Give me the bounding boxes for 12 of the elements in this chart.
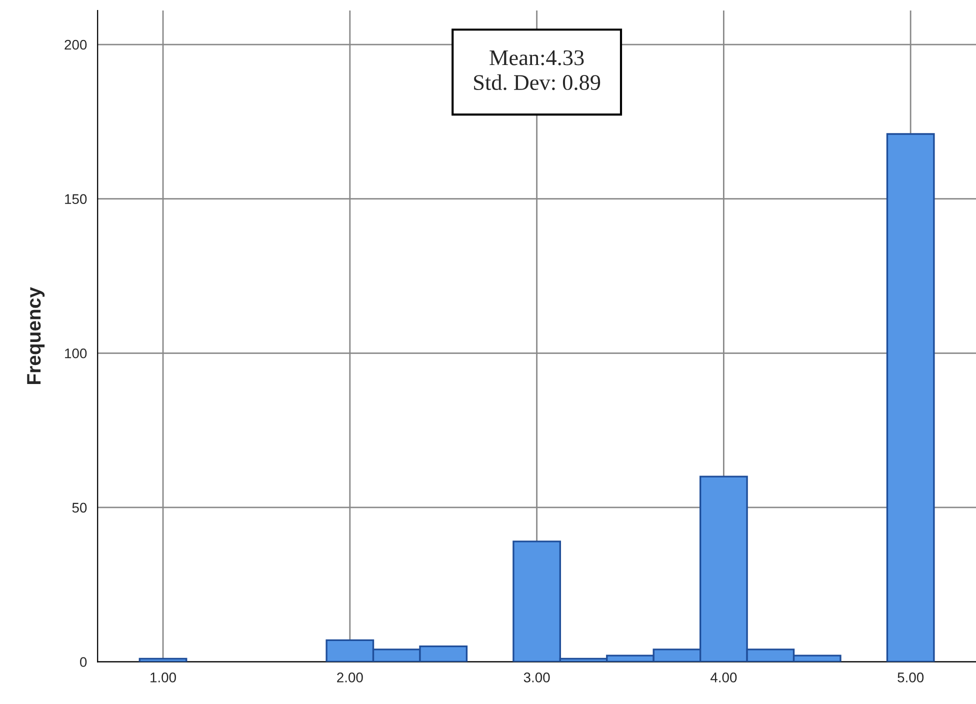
y-tick-label: 100 [65, 348, 87, 358]
x-tick-label: 5.00 [898, 672, 924, 682]
x-tick-label: 2.00 [337, 672, 363, 682]
y-axis-title: Frequency [27, 287, 45, 384]
y-tick-label: 50 [72, 502, 87, 513]
y-tick-label: 0 [80, 657, 87, 667]
x-tick-label: 4.00 [710, 672, 737, 682]
y-tick-label: 150 [65, 194, 87, 204]
x-tick-label: 1.00 [150, 672, 176, 682]
x-tick-label: 3.00 [524, 672, 550, 682]
y-tick-label: 200 [64, 40, 87, 50]
annotation: Mean:4.33 Std. Dev: 0.89 [474, 50, 600, 90]
